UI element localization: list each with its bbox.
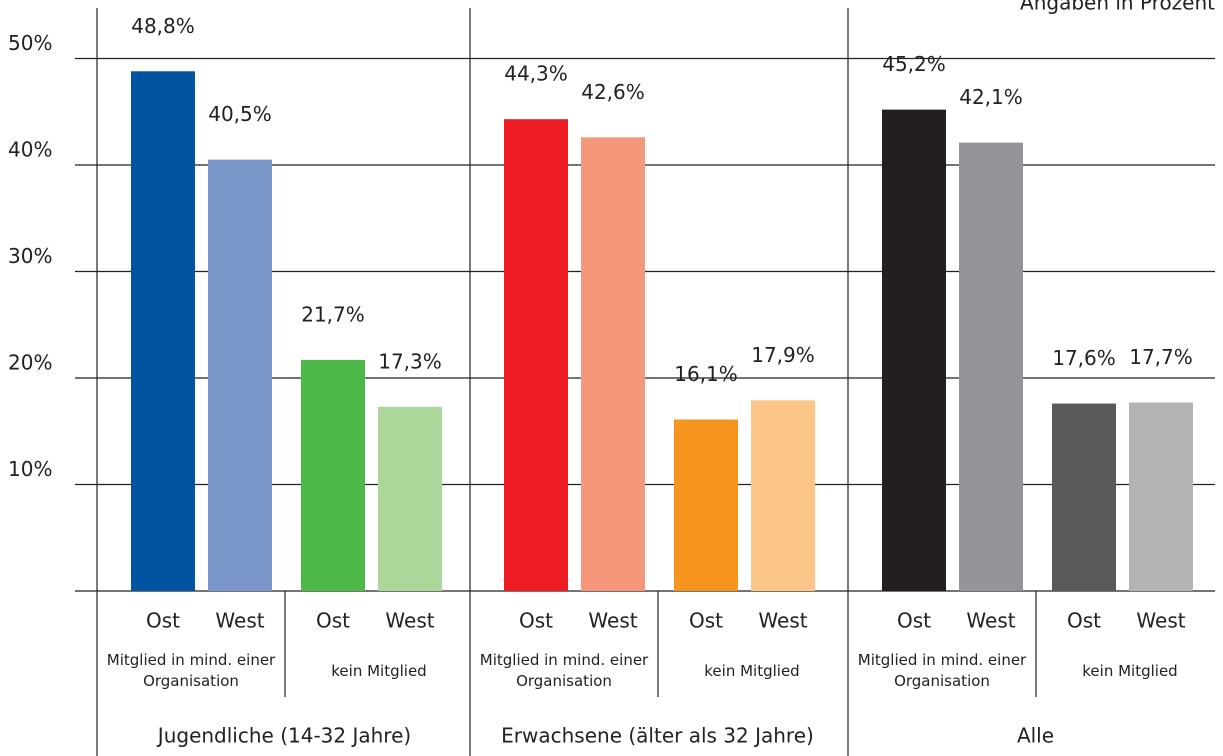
x-tick-label: West: [588, 609, 637, 633]
x-tick-label: West: [215, 609, 264, 633]
bar: [301, 359, 365, 591]
bar: [581, 137, 645, 591]
subgroup-label: kein Mitglied: [331, 661, 427, 680]
y-tick-label: 50%: [8, 31, 52, 55]
y-tick-label: 40%: [8, 138, 52, 162]
annotation: Angaben in Prozent: [1020, 0, 1215, 15]
bar: [674, 419, 738, 591]
subgroup-label: Mitglied in mind. einer Organisation: [479, 651, 649, 690]
x-tick-label: Ost: [1067, 609, 1101, 633]
bar: [882, 109, 946, 592]
value-label: 17,6%: [1052, 346, 1116, 370]
value-label: 44,3%: [504, 62, 568, 86]
subgroup-label: kein Mitglied: [1082, 661, 1178, 680]
value-label: 42,1%: [959, 85, 1023, 109]
subgroup-label: Mitglied in mind. einer Organisation: [106, 651, 276, 690]
subgroup-label-box: Mitglied in mind. einer Organisation: [857, 651, 1027, 690]
x-tick-label: West: [758, 609, 807, 633]
value-label: 17,7%: [1129, 345, 1193, 369]
subgroup-label-box: kein Mitglied: [1082, 661, 1178, 680]
x-tick-label: West: [1136, 609, 1185, 633]
subgroup-label: kein Mitglied: [704, 661, 800, 680]
bar: [208, 159, 272, 592]
bar: [504, 119, 568, 591]
x-tick-label: Ost: [897, 609, 931, 633]
value-label: 42,6%: [581, 80, 645, 104]
bar: [1129, 402, 1193, 591]
subgroup-label-box: Mitglied in mind. einer Organisation: [106, 651, 276, 690]
value-label: 48,8%: [131, 14, 195, 38]
value-label: 45,2%: [882, 52, 946, 76]
subgroup-label: Mitglied in mind. einer Organisation: [857, 651, 1027, 690]
subgroup-label-box: kein Mitglied: [704, 661, 800, 680]
group-label: Erwachsene (älter als 32 Jahre): [501, 724, 814, 748]
x-tick-label: Ost: [146, 609, 180, 633]
y-tick-label: 30%: [8, 244, 52, 268]
x-tick-label: Ost: [519, 609, 553, 633]
group-label: Jugendliche (14-32 Jahre): [156, 724, 411, 748]
bar: [959, 142, 1023, 591]
x-tick-label: West: [385, 609, 434, 633]
value-label: 21,7%: [301, 302, 365, 326]
y-tick-label: 20%: [8, 351, 52, 375]
bar: [378, 406, 442, 591]
subgroup-label-box: kein Mitglied: [331, 661, 427, 680]
subgroup-label-box: Mitglied in mind. einer Organisation: [479, 651, 649, 690]
group-label: Alle: [1017, 724, 1054, 748]
x-tick-label: Ost: [316, 609, 350, 633]
bar: [751, 400, 815, 591]
value-label: 40,5%: [208, 102, 272, 126]
bar: [1052, 403, 1116, 591]
value-label: 17,9%: [751, 343, 815, 367]
value-label: 16,1%: [674, 362, 738, 386]
x-tick-label: West: [966, 609, 1015, 633]
x-tick-label: Ost: [689, 609, 723, 633]
value-label: 17,3%: [378, 349, 442, 373]
y-tick-label: 10%: [8, 457, 52, 481]
bar: [131, 71, 195, 591]
